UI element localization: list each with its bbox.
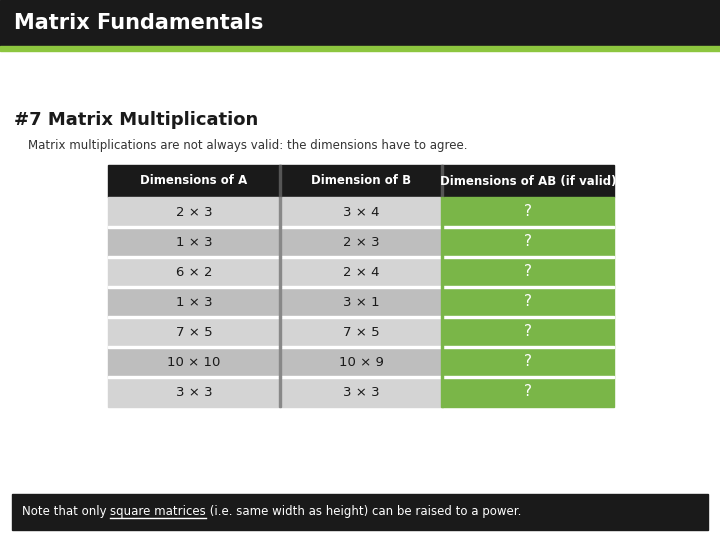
- Bar: [108, 376, 614, 378]
- Text: 3 × 3: 3 × 3: [176, 386, 212, 399]
- Bar: [441, 257, 443, 287]
- Text: 10 × 10: 10 × 10: [167, 355, 221, 368]
- Bar: [441, 317, 443, 347]
- Bar: [442, 377, 614, 407]
- Bar: [280, 165, 442, 197]
- Bar: [108, 257, 280, 287]
- Text: Note that only: Note that only: [22, 505, 110, 518]
- Text: Dimensions of AB (if valid): Dimensions of AB (if valid): [440, 174, 616, 187]
- Bar: [441, 227, 443, 257]
- Bar: [442, 197, 614, 227]
- Bar: [442, 227, 614, 257]
- Bar: [108, 286, 614, 288]
- Text: 2 × 4: 2 × 4: [343, 266, 379, 279]
- Bar: [108, 346, 614, 348]
- Bar: [279, 347, 281, 377]
- Text: 3 × 4: 3 × 4: [343, 206, 379, 219]
- Bar: [279, 287, 281, 317]
- Bar: [108, 317, 280, 347]
- Bar: [108, 377, 280, 407]
- Bar: [442, 287, 614, 317]
- Text: Dimensions of A: Dimensions of A: [140, 174, 248, 187]
- Bar: [280, 227, 442, 257]
- Text: 1 × 3: 1 × 3: [176, 295, 212, 308]
- Text: ?: ?: [524, 325, 532, 340]
- Text: Dimension of B: Dimension of B: [311, 174, 411, 187]
- Bar: [441, 377, 443, 407]
- Text: ?: ?: [524, 265, 532, 280]
- Bar: [108, 347, 280, 377]
- Bar: [108, 226, 614, 228]
- Bar: [279, 317, 281, 347]
- Bar: [442, 317, 614, 347]
- Text: 10 × 9: 10 × 9: [338, 355, 384, 368]
- Bar: [280, 257, 442, 287]
- Bar: [442, 165, 614, 197]
- Text: 1 × 3: 1 × 3: [176, 235, 212, 248]
- Bar: [108, 316, 614, 318]
- Text: Matrix multiplications are not always valid: the dimensions have to agree.: Matrix multiplications are not always va…: [28, 138, 467, 152]
- Bar: [12, 494, 708, 530]
- Bar: [280, 317, 442, 347]
- Bar: [279, 197, 281, 227]
- Text: 6 × 2: 6 × 2: [176, 266, 212, 279]
- Text: ?: ?: [524, 354, 532, 369]
- Text: Matrix Fundamentals: Matrix Fundamentals: [14, 13, 264, 33]
- Text: 2 × 3: 2 × 3: [176, 206, 212, 219]
- Bar: [279, 257, 281, 287]
- Text: 2 × 3: 2 × 3: [343, 235, 379, 248]
- Text: ?: ?: [524, 234, 532, 249]
- Bar: [108, 165, 280, 197]
- Text: ?: ?: [524, 384, 532, 400]
- Text: 3 × 3: 3 × 3: [343, 386, 379, 399]
- Bar: [279, 227, 281, 257]
- Bar: [280, 287, 442, 317]
- Text: 7 × 5: 7 × 5: [176, 326, 212, 339]
- Text: #7 Matrix Multiplication: #7 Matrix Multiplication: [14, 111, 258, 129]
- Bar: [441, 347, 443, 377]
- Bar: [108, 287, 280, 317]
- Bar: [441, 287, 443, 317]
- Bar: [442, 347, 614, 377]
- Text: square matrices: square matrices: [110, 505, 206, 518]
- Text: ?: ?: [524, 205, 532, 219]
- Text: 3 × 1: 3 × 1: [343, 295, 379, 308]
- Bar: [0, 46, 720, 51]
- Bar: [108, 197, 280, 227]
- Text: ?: ?: [524, 294, 532, 309]
- Text: (i.e. same width as height) can be raised to a power.: (i.e. same width as height) can be raise…: [206, 505, 521, 518]
- Bar: [279, 165, 281, 197]
- Bar: [441, 165, 443, 197]
- Bar: [108, 256, 614, 258]
- Bar: [0, 0, 720, 46]
- Bar: [441, 197, 443, 227]
- Bar: [280, 197, 442, 227]
- Bar: [279, 377, 281, 407]
- Bar: [442, 257, 614, 287]
- Bar: [280, 377, 442, 407]
- Bar: [108, 227, 280, 257]
- Text: 7 × 5: 7 × 5: [343, 326, 379, 339]
- Bar: [280, 347, 442, 377]
